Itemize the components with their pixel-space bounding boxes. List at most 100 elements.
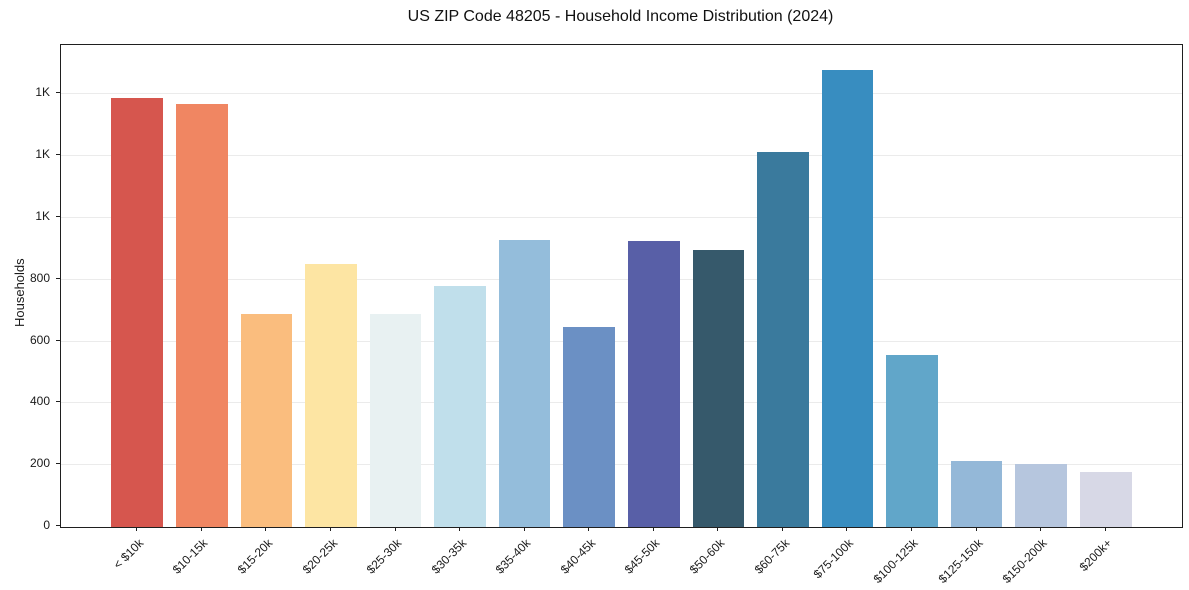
bar-slot — [105, 45, 170, 527]
bar — [111, 97, 164, 527]
x-tick-label: $50-60k — [686, 536, 728, 577]
x-tick-mark — [265, 527, 267, 531]
y-tick-mark — [56, 216, 60, 218]
x-tick-mark — [459, 527, 461, 531]
y-tick-label: 400 — [29, 394, 50, 409]
x-tick-label: $60-75k — [751, 536, 792, 577]
bar — [369, 314, 422, 527]
x-tick-label: $125-150k — [935, 536, 986, 587]
bar — [176, 104, 228, 527]
x-tick-mark — [200, 527, 202, 531]
x-tick-label: $45-50k — [622, 536, 663, 577]
bar-slot — [944, 45, 1009, 527]
bars-container — [61, 45, 1182, 527]
y-tick-mark — [56, 401, 60, 403]
x-tick-mark — [911, 527, 913, 531]
y-tick-label: 1K — [35, 85, 50, 100]
bar — [950, 460, 1003, 527]
x-slot: $150-200k — [1000, 527, 1073, 587]
bar — [1079, 472, 1132, 527]
bar — [498, 239, 551, 527]
x-tick-mark — [394, 527, 396, 531]
x-slot: $50-60k — [685, 527, 750, 587]
bar — [692, 249, 745, 527]
x-tick-label: $40-45k — [557, 536, 599, 577]
x-slot: < $10k — [104, 527, 169, 587]
chart-title: US ZIP Code 48205 - Household Income Dis… — [407, 8, 834, 25]
bar — [563, 326, 616, 527]
x-tick-label: $25-30k — [363, 536, 405, 577]
x-slot: $125-150k — [935, 527, 1008, 587]
bar-slot — [622, 45, 687, 527]
y-tick-mark — [56, 92, 60, 94]
x-tick-label: $100-125k — [870, 536, 921, 587]
x-tick-mark — [329, 527, 331, 531]
x-slot: $40-45k — [556, 527, 621, 587]
x-tick-label: $75-100k — [811, 536, 857, 582]
x-slot: $75-100k — [811, 527, 879, 587]
gridline — [61, 402, 1182, 404]
x-slot: $10-15k — [169, 527, 234, 587]
gridline — [61, 155, 1182, 157]
x-tick-mark — [717, 527, 719, 531]
bar-slot — [686, 45, 751, 527]
x-tick-label: $150-200k — [1000, 536, 1051, 587]
y-axis: 0 200 400 600 800 1K 1K 1K — [0, 44, 60, 532]
bar-slot — [1009, 45, 1074, 527]
bar — [240, 313, 293, 527]
x-tick-mark — [781, 527, 783, 531]
x-tick-label: $10-15k — [170, 536, 211, 577]
gridline — [61, 93, 1182, 95]
x-slot: $15-20k — [233, 527, 298, 587]
bar-slot — [1073, 45, 1138, 527]
y-tick-label: 1K — [35, 209, 50, 224]
x-slot: $30-35k — [427, 527, 492, 587]
x-tick-mark — [523, 527, 525, 531]
x-tick-mark — [1104, 527, 1106, 531]
bar-slot — [492, 45, 557, 527]
bar — [886, 354, 938, 527]
gridline — [61, 464, 1182, 466]
x-axis: < $10k $10-15k $15-20k $20-25k $25-30k $30-35… — [60, 527, 1181, 587]
x-slot: $20-25k — [298, 527, 363, 587]
bar-slot — [428, 45, 493, 527]
x-slot: $25-30k — [362, 527, 427, 587]
y-tick-mark — [56, 339, 60, 341]
x-tick-label: $20-25k — [299, 536, 340, 577]
bar — [1015, 463, 1067, 527]
x-tick-label: $30-35k — [428, 536, 469, 577]
y-tick-label: 800 — [29, 270, 50, 285]
bar — [627, 241, 680, 527]
plot-area — [60, 44, 1183, 528]
x-tick-mark — [1040, 527, 1042, 531]
x-slot: $200k+ — [1072, 527, 1137, 587]
x-tick-mark — [846, 527, 848, 531]
y-axis-label: Households — [12, 258, 27, 327]
bar-slot — [170, 45, 235, 527]
bar-slot — [880, 45, 945, 527]
x-tick-label: $200k+ — [1076, 536, 1115, 574]
bar — [757, 152, 809, 527]
bar-slot — [557, 45, 622, 527]
x-tick-mark — [136, 527, 138, 531]
x-slot: $45-50k — [621, 527, 686, 587]
y-tick-mark — [56, 525, 60, 526]
gridline — [61, 278, 1182, 280]
bar — [305, 263, 357, 527]
bar-slot — [234, 45, 299, 527]
y-tick-label: 600 — [29, 332, 50, 347]
x-slot: $60-75k — [750, 527, 815, 587]
bar — [434, 286, 486, 527]
bar-slot — [299, 45, 364, 527]
x-tick-mark — [975, 527, 977, 531]
y-tick-mark — [56, 277, 60, 279]
x-tick-label: < $10k — [110, 536, 147, 572]
x-slot: $35-40k — [491, 527, 556, 587]
bar-slot — [815, 45, 880, 527]
gridline — [61, 217, 1182, 219]
y-tick-mark — [56, 154, 60, 156]
x-slot: $100-125k — [871, 527, 944, 587]
x-tick-mark — [652, 527, 654, 531]
x-tick-label: $35-40k — [492, 536, 534, 577]
bar-slot — [751, 45, 816, 527]
